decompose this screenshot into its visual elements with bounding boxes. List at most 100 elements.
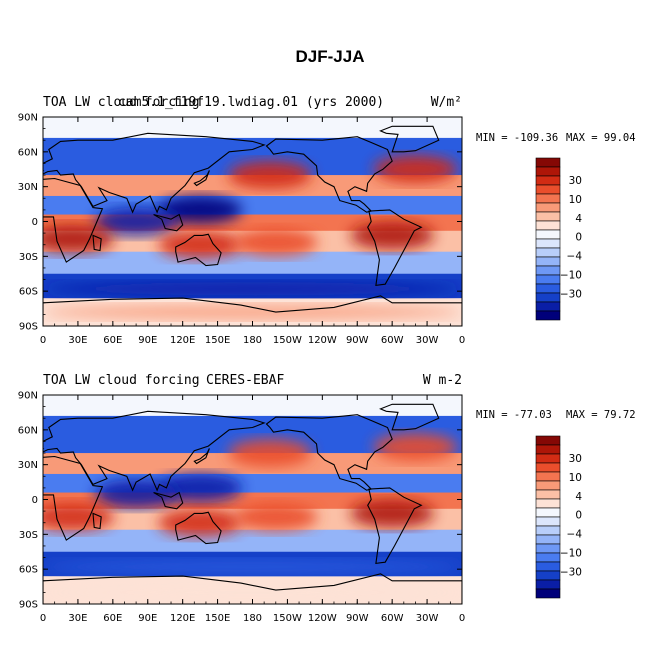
colorbar-label: 30 xyxy=(569,175,582,187)
x-tick-label: 30W xyxy=(416,613,439,624)
zonal-band xyxy=(43,529,462,553)
colorbar-swatch xyxy=(535,561,561,572)
panel-model: TOA LW cloud forcing cam5.1_f19f19.lwdia… xyxy=(18,95,636,346)
region-indian-ocean-negative xyxy=(94,479,179,508)
colorbar-label: −10 xyxy=(560,270,582,282)
y-tick-label: 90S xyxy=(19,322,38,333)
x-tick-label: 150E xyxy=(205,613,230,624)
colorbar-swatch xyxy=(535,471,561,482)
colorbar-swatch xyxy=(535,588,561,599)
region-africa-positive xyxy=(43,502,115,531)
colorbar-swatch xyxy=(535,247,561,258)
colorbar-swatch xyxy=(535,157,561,168)
panel-obs-map xyxy=(43,395,462,604)
colorbar-swatch xyxy=(535,310,561,321)
y-tick-label: 0 xyxy=(32,495,38,506)
panel-obs-units: W m-2 xyxy=(423,373,462,388)
colorbar-swatch xyxy=(535,498,561,509)
colorbar-swatch xyxy=(535,301,561,312)
x-tick-label: 60E xyxy=(103,335,122,346)
region-africa-positive xyxy=(43,224,115,253)
colorbar-label: −30 xyxy=(560,566,582,578)
colorbar-swatch xyxy=(535,453,561,464)
coastline xyxy=(367,487,423,565)
region-north-pacific-positive xyxy=(227,439,312,468)
colorbar-swatch xyxy=(535,229,561,240)
panel-obs-min: MIN = -77.03 xyxy=(476,409,552,421)
colorbar-swatch xyxy=(535,444,561,455)
colorbar-swatch xyxy=(535,516,561,527)
colorbar-swatch xyxy=(535,534,561,545)
region-south-pacific-convergence-positive xyxy=(233,228,318,257)
colorbar-swatch xyxy=(535,507,561,518)
coastline xyxy=(193,448,210,465)
coastline xyxy=(43,410,266,492)
colorbar-label: 0 xyxy=(575,510,582,522)
colorbar-swatch xyxy=(535,238,561,249)
panel-model-colorbar: 30 10 4 0 −4 −10 −30 xyxy=(535,157,582,321)
x-tick-label: 60W xyxy=(381,613,404,624)
colorbar-swatch xyxy=(535,435,561,446)
colorbar-swatch xyxy=(535,202,561,213)
panel-model-min: MIN = -109.36 xyxy=(476,132,558,144)
region-south-pacific-convergence-positive xyxy=(233,502,318,531)
coastline xyxy=(379,125,440,153)
figure-title: DJF-JJA xyxy=(296,47,365,66)
colorbar-swatch xyxy=(535,570,561,581)
coastline xyxy=(92,234,102,252)
x-tick-label: 0 xyxy=(40,335,46,346)
colorbar-label: 30 xyxy=(569,453,582,465)
panel-obs-axes: 0 30E 60E 90E 120E 150E 180 150W 120W 90W 60W 30W 09… xyxy=(18,391,465,625)
x-tick-label: 30W xyxy=(416,335,439,346)
y-tick-label: 30N xyxy=(18,182,38,193)
region-north-pacific-positive xyxy=(227,161,312,190)
y-tick-label: 60N xyxy=(18,425,38,436)
coastline xyxy=(367,209,423,287)
zonal-band xyxy=(43,251,462,275)
y-tick-label: 0 xyxy=(32,217,38,228)
y-tick-label: 30S xyxy=(19,530,38,541)
panel-obs-colorbar: 30 10 4 0 −4 −10 −30 xyxy=(535,435,583,599)
colorbar-swatch xyxy=(535,184,561,195)
x-tick-label: 120W xyxy=(308,335,337,346)
y-tick-label: 60N xyxy=(18,147,38,158)
coastline xyxy=(43,455,104,541)
y-tick-label: 90N xyxy=(18,391,38,402)
panel-obs-title-center: CERES-EBAF xyxy=(206,373,284,388)
y-tick-label: 30N xyxy=(18,460,38,471)
x-tick-label: 120E xyxy=(170,613,195,624)
y-tick-label: 90S xyxy=(19,600,38,611)
colorbar-swatch xyxy=(535,480,561,491)
colorbar-swatch xyxy=(535,166,561,177)
colorbar-label: −4 xyxy=(567,529,583,541)
x-tick-label: 0 xyxy=(459,335,465,346)
coastline xyxy=(153,491,184,510)
coastline xyxy=(43,295,462,326)
colorbar-label: −10 xyxy=(560,548,582,560)
x-tick-label: 180 xyxy=(243,335,262,346)
colorbar-label: 0 xyxy=(575,232,582,244)
panel-model-units: W/m² xyxy=(431,95,462,110)
colorbar-swatch xyxy=(535,265,561,276)
colorbar-label: −30 xyxy=(560,288,582,300)
region-west-pacific-warm-pool-negative xyxy=(158,195,243,224)
coastline xyxy=(43,132,266,214)
x-tick-label: 0 xyxy=(459,613,465,624)
region-australia-positive xyxy=(158,230,243,259)
region-north-atlantic-positive xyxy=(373,155,458,184)
region-southern-ocean-negative xyxy=(43,281,462,296)
x-tick-label: 90W xyxy=(346,613,369,624)
panel-model-map xyxy=(43,117,462,326)
coastline xyxy=(193,170,210,187)
colorbar-swatch xyxy=(535,462,561,473)
region-antarctic-positive xyxy=(43,305,462,320)
region-antarctic-positive xyxy=(43,585,462,600)
region-south-america-positive xyxy=(350,499,435,528)
colorbar-swatch xyxy=(535,525,561,536)
colorbar-swatch xyxy=(535,552,561,563)
colorbar-swatch xyxy=(535,256,561,267)
coastline xyxy=(43,573,462,604)
colorbar-swatch xyxy=(535,220,561,231)
